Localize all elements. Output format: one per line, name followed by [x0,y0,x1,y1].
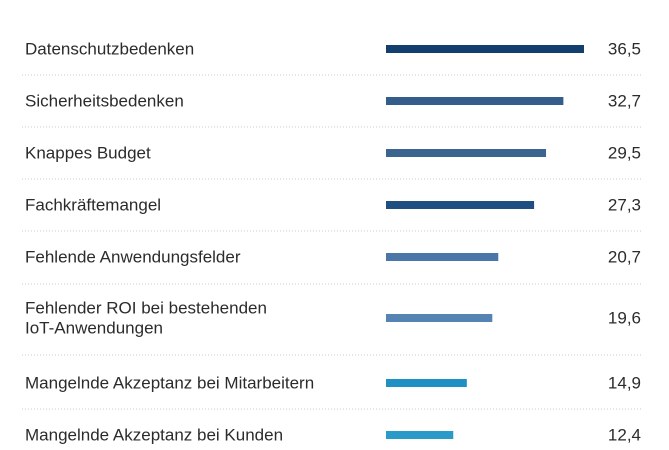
category-label: Datenschutzbedenken [25,40,194,59]
category-label: Mangelnde Akzeptanz bei Kunden [25,426,283,445]
bar [386,379,467,387]
category-label: Knappes Budget [25,144,151,163]
value-label: 32,7 [608,92,641,111]
bar [386,431,454,439]
bar [386,253,499,261]
value-label: 36,5 [608,40,641,59]
value-label: 14,9 [608,374,641,393]
bar [386,201,535,209]
category-label: Fehlende Anwendungsfelder [25,248,241,267]
value-label: 20,7 [608,248,641,267]
value-label: 12,4 [608,426,641,445]
bar [386,149,547,157]
category-label: Fehlender ROI bei bestehenden IoT-Anwendu… [25,299,267,338]
value-label: 19,6 [608,309,641,328]
value-label: 27,3 [608,196,641,215]
category-label: Fachkräftemangel [25,196,161,215]
bar [386,314,493,322]
bar [386,97,564,105]
category-label: Sicherheitsbedenken [25,92,184,111]
category-label: Mangelnde Akzeptanz bei Mitarbeitern [25,374,314,393]
value-label: 29,5 [608,144,641,163]
bar [386,45,584,53]
